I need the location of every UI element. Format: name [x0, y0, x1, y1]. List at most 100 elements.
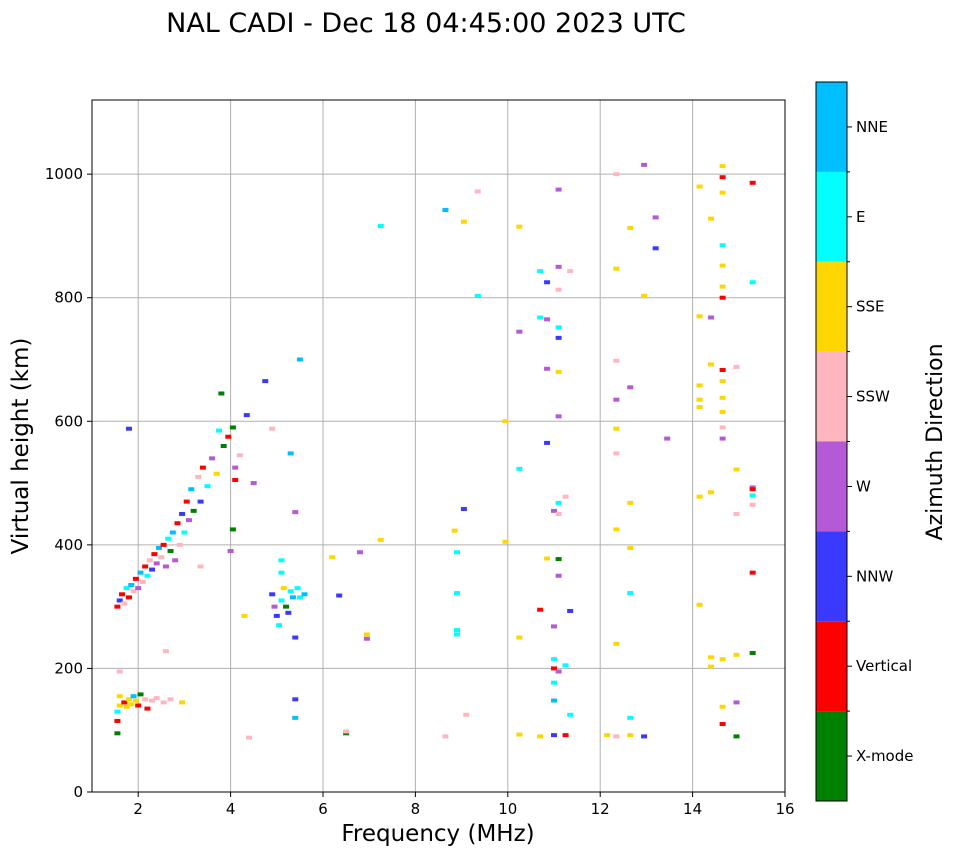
data-point: [502, 539, 509, 544]
data-point: [204, 484, 211, 489]
x-axis: 2 4 6 8 10 12 14 16: [133, 792, 795, 818]
data-point: [562, 733, 569, 738]
data-point: [516, 329, 523, 334]
data-point: [121, 601, 128, 606]
data-point: [329, 555, 336, 560]
data-point: [188, 487, 195, 492]
data-point: [474, 189, 481, 194]
data-point: [453, 632, 460, 637]
data-point: [613, 641, 620, 646]
data-point: [749, 502, 756, 507]
y-tick-label: 800: [54, 289, 83, 307]
data-point: [287, 451, 294, 456]
data-point: [627, 545, 634, 550]
colorbar-tick-label: E: [856, 208, 865, 226]
data-point: [116, 703, 123, 708]
data-point: [232, 477, 239, 482]
data-point: [363, 636, 370, 641]
data-point: [287, 589, 294, 594]
data-point: [199, 465, 206, 470]
data-point: [114, 604, 121, 609]
y-axis: 0 200 400 600 800 1000: [45, 165, 92, 801]
data-point: [273, 613, 280, 618]
data-point: [733, 652, 740, 657]
data-point: [562, 494, 569, 499]
data-point: [613, 734, 620, 739]
data-point: [555, 414, 562, 419]
data-point: [567, 608, 574, 613]
data-point: [719, 704, 726, 709]
data-point: [719, 368, 726, 373]
data-point: [641, 293, 648, 298]
data-point: [227, 549, 234, 554]
data-point: [292, 510, 299, 515]
y-tick-label: 600: [54, 412, 83, 430]
data-point: [130, 694, 137, 699]
data-point: [278, 570, 285, 575]
plot-background: [92, 100, 785, 792]
data-point: [627, 733, 634, 738]
data-point: [181, 530, 188, 535]
data-point: [627, 225, 634, 230]
data-point: [719, 425, 726, 430]
data-point: [696, 602, 703, 607]
data-point: [116, 669, 123, 674]
data-point: [537, 269, 544, 274]
data-point: [276, 623, 283, 628]
data-point: [555, 557, 562, 562]
data-point: [144, 573, 151, 578]
data-point: [708, 362, 715, 367]
data-point: [336, 593, 343, 598]
data-point: [190, 508, 197, 513]
data-point: [613, 172, 620, 177]
data-point: [567, 269, 574, 274]
x-tick-label: 10: [498, 800, 517, 818]
data-point: [474, 293, 481, 298]
data-point: [167, 697, 174, 702]
data-point: [453, 550, 460, 555]
data-point: [551, 666, 557, 671]
data-point: [749, 650, 756, 655]
data-point: [551, 680, 557, 685]
data-point: [153, 561, 160, 566]
data-point: [544, 280, 551, 285]
data-point: [296, 595, 303, 600]
data-point: [555, 669, 562, 674]
x-tick-label: 14: [683, 800, 702, 818]
data-point: [142, 697, 149, 702]
data-point: [216, 428, 223, 433]
data-point: [551, 657, 557, 662]
data-point: [197, 499, 204, 504]
data-point: [719, 175, 726, 180]
data-point: [516, 466, 523, 471]
data-point: [719, 722, 726, 727]
data-point: [460, 219, 467, 224]
colorbar-tick-label: Vertical: [856, 657, 912, 675]
data-point: [551, 733, 557, 738]
data-point: [137, 570, 144, 575]
data-point: [460, 507, 467, 512]
data-point: [733, 700, 740, 705]
data-point: [719, 657, 726, 662]
data-point: [271, 604, 278, 609]
data-point: [301, 592, 308, 597]
data-point: [696, 397, 703, 402]
x-tick-label: 16: [775, 800, 794, 818]
data-point: [132, 698, 139, 703]
y-tick-label: 400: [54, 536, 83, 554]
data-point: [463, 712, 470, 717]
data-point: [125, 697, 132, 702]
data-point: [155, 545, 162, 550]
data-point: [197, 564, 204, 569]
data-point: [544, 317, 551, 322]
data-point: [236, 453, 243, 458]
colorbar-tick-label: SSW: [856, 388, 890, 406]
data-point: [162, 564, 169, 569]
colorbar-tick-label: SSE: [856, 298, 885, 316]
data-point: [149, 567, 156, 572]
data-point: [179, 700, 186, 705]
data-point: [165, 536, 172, 541]
data-point: [269, 426, 276, 431]
x-tick-label: 2: [133, 800, 143, 818]
